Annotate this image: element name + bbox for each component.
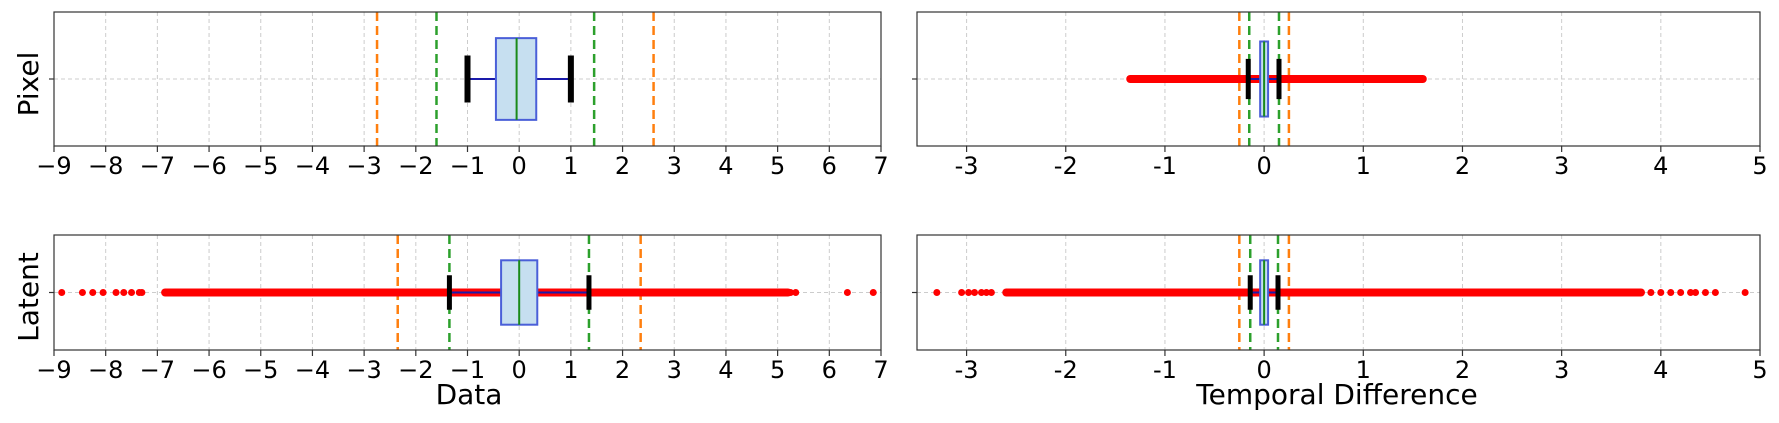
panel-3-outlier-point-7 (1647, 289, 1655, 296)
panel-0-xtick-label-1: −8 (88, 152, 123, 180)
panel-3-outlier-point-8 (1657, 289, 1665, 296)
panel-2-outlier-point-11 (843, 289, 851, 296)
panel-3-outlier-point-5 (982, 289, 990, 296)
panel-1-xtick-label-1: -2 (1054, 152, 1078, 180)
panel-latent-temporal: -3 -2 -1 0 1 2 3 4 5 (912, 234, 1768, 384)
panel-2-xtick-label-12: 3 (667, 356, 682, 384)
panel-3-xtick-label-6: 3 (1554, 356, 1569, 384)
panel-2-xtick-label-1: −8 (88, 356, 123, 384)
ylabel-latent: Latent (12, 252, 45, 342)
panel-3-xtick-label-7: 4 (1653, 356, 1668, 384)
panel-0-xtick-label-4: −5 (243, 152, 278, 180)
panel-2-xtick-label-10: 1 (563, 356, 578, 384)
panel-2-xtick-label-6: −3 (346, 356, 381, 384)
panel-2-xtick-label-16: 7 (873, 356, 888, 384)
panel-1-xtick-label-5: 2 (1455, 152, 1470, 180)
panel-2-xtick-label-4: −5 (243, 356, 278, 384)
panel-3-xtick-label-2: -1 (1153, 356, 1177, 384)
panel-2-xtick-label-8: −1 (450, 356, 485, 384)
panel-3-outlier-point-12 (1692, 289, 1700, 296)
panel-0-xtick-label-3: −6 (191, 152, 226, 180)
panel-pixel-temporal: -3 -2 -1 0 1 2 3 4 5 (912, 11, 1768, 180)
panel-2-outlier-point-12 (869, 289, 877, 296)
panel-0-xtick-label-6: −3 (346, 152, 381, 180)
panel-2-xtick-label-0: −9 (36, 356, 71, 384)
panel-0-xtick-label-16: 7 (873, 152, 888, 180)
panel-2-outlier-point-6 (128, 289, 136, 296)
panel-2-xtick-label-5: −4 (295, 356, 330, 384)
panel-0-xtick-label-8: −1 (450, 152, 485, 180)
panel-2-xtick-label-13: 4 (718, 356, 733, 384)
panel-1-xtick-label-6: 3 (1554, 152, 1569, 180)
panel-1-xtick-label-2: -1 (1153, 152, 1177, 180)
panel-3-outlier-point-1 (958, 289, 966, 296)
panel-2-xtick-label-11: 2 (615, 356, 630, 384)
panel-3-xtick-label-8: 5 (1752, 356, 1767, 384)
panel-2-outlier-point-3 (99, 289, 107, 296)
panel-latent-data: −9 −8 −7 −6 −5 −4 −3 −2 −1 0 1 2 3 4 5 6 7 (36, 234, 889, 384)
panel-3-xtick-label-5: 2 (1455, 356, 1470, 384)
panel-3-outlier-point-3 (971, 289, 979, 296)
panel-0-xtick-label-14: 5 (770, 152, 785, 180)
xlabel-data: Data (436, 378, 503, 411)
panel-0-xtick-label-12: 3 (667, 152, 682, 180)
panel-3-outlier-point-2 (965, 289, 973, 296)
panel-0-xtick-label-10: 1 (563, 152, 578, 180)
panel-0-xtick-label-7: −2 (398, 152, 433, 180)
panel-2-outlier-point-4 (112, 289, 120, 296)
ylabel-pixel: Pixel (12, 52, 45, 117)
panel-2-xtick-label-14: 5 (770, 356, 785, 384)
panel-3-outlier-point-9 (1667, 289, 1675, 296)
panel-2-outlier-point-5 (120, 289, 128, 296)
panel-1-xtick-label-4: 1 (1356, 152, 1371, 180)
panel-1-xtick-label-7: 4 (1653, 152, 1668, 180)
panel-pixel-data: −9 −8 −7 −6 −5 −4 −3 −2 −1 0 1 2 3 4 5 6 7 (36, 11, 889, 180)
panel-1-xtick-label-0: -3 (955, 152, 979, 180)
panel-2-outlier-point-2 (89, 289, 97, 296)
panel-2-xtick-label-9: 0 (512, 356, 527, 384)
panel-2-outlier-point-8 (138, 289, 146, 296)
panel-3-xtick-label-1: -2 (1054, 356, 1078, 384)
xlabel-temporal-difference: Temporal Difference (1195, 378, 1477, 411)
panel-0-xtick-label-2: −7 (140, 152, 175, 180)
panel-2-xtick-label-2: −7 (140, 356, 175, 384)
panel-2-xtick-label-3: −6 (191, 356, 226, 384)
panel-3-xtick-label-4: 1 (1356, 356, 1371, 384)
panel-0-xtick-label-0: −9 (36, 152, 71, 180)
panel-3-outlier-point-4 (977, 289, 985, 296)
panel-2-outlier-point-10 (792, 289, 800, 296)
panel-0-xtick-label-15: 6 (822, 152, 837, 180)
panel-3-outlier-point-6 (987, 289, 995, 296)
panel-0-xtick-label-9: 0 (512, 152, 527, 180)
panel-1-xtick-label-3: 0 (1256, 152, 1271, 180)
panel-3-outlier-point-10 (1677, 289, 1685, 296)
panel-3-outlier-point-15 (1741, 289, 1749, 296)
panel-3-outlier-point-14 (1711, 289, 1719, 296)
panel-3-outlier-point-11 (1687, 289, 1695, 296)
panel-1-xtick-label-8: 5 (1752, 152, 1767, 180)
panel-0-xtick-label-11: 2 (615, 152, 630, 180)
panel-3-xtick-label-0: -3 (955, 356, 979, 384)
panel-2-xtick-label-15: 6 (822, 356, 837, 384)
panel-2-outlier-point-0 (58, 289, 66, 296)
panel-2-outlier-point-1 (78, 289, 86, 296)
panel-0-xtick-label-5: −4 (295, 152, 330, 180)
panel-2-xtick-label-7: −2 (398, 356, 433, 384)
panel-3-outlier-point-13 (1701, 289, 1709, 296)
panel-3-outlier-point-0 (933, 289, 941, 296)
panel-3-xtick-label-3: 0 (1256, 356, 1271, 384)
panel-0-xtick-label-13: 4 (718, 152, 733, 180)
panel-2-outlier-point-9 (787, 289, 795, 296)
